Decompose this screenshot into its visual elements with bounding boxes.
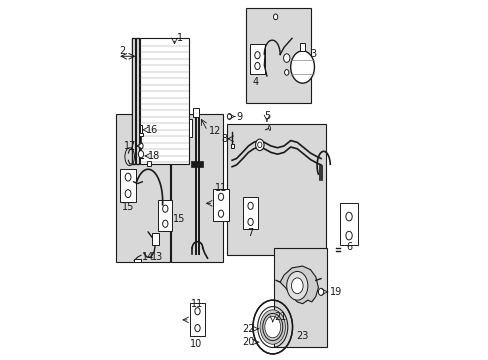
Circle shape — [273, 14, 277, 20]
Text: 11: 11 — [191, 299, 203, 309]
Text: 8: 8 — [221, 134, 227, 144]
Bar — [158, 201, 172, 231]
Bar — [188, 119, 192, 137]
Bar — [134, 258, 141, 262]
Circle shape — [227, 114, 231, 120]
Bar — [136, 39, 139, 164]
Text: 2: 2 — [119, 46, 125, 56]
Text: 15: 15 — [172, 215, 184, 224]
Text: 10: 10 — [189, 339, 202, 349]
Text: 5: 5 — [264, 111, 269, 121]
Text: 20: 20 — [242, 337, 254, 347]
Text: 16: 16 — [146, 125, 158, 135]
Circle shape — [290, 51, 314, 83]
Text: 4: 4 — [252, 77, 258, 87]
Bar — [140, 126, 142, 133]
Circle shape — [257, 142, 262, 148]
Text: 22: 22 — [241, 324, 254, 334]
Circle shape — [318, 288, 323, 296]
Bar — [171, 114, 222, 262]
Text: 21: 21 — [273, 312, 286, 322]
Circle shape — [284, 69, 288, 75]
Bar — [120, 168, 136, 202]
Bar — [189, 303, 205, 336]
Text: 19: 19 — [329, 287, 341, 297]
Text: 6: 6 — [346, 242, 351, 252]
Bar — [300, 43, 304, 51]
Bar — [273, 248, 326, 347]
Circle shape — [260, 310, 285, 344]
Text: 13: 13 — [151, 252, 163, 262]
Bar — [190, 161, 203, 167]
Text: 7: 7 — [247, 228, 253, 238]
Bar — [139, 133, 143, 136]
Circle shape — [286, 271, 307, 300]
Polygon shape — [280, 266, 318, 304]
Bar — [245, 8, 310, 103]
Bar — [151, 233, 159, 244]
Bar — [116, 114, 169, 262]
Bar — [146, 161, 150, 166]
Circle shape — [139, 143, 143, 149]
Text: 9: 9 — [236, 112, 242, 122]
Bar — [226, 125, 325, 255]
Text: 18: 18 — [147, 151, 160, 161]
Circle shape — [291, 278, 303, 294]
Bar — [249, 44, 264, 74]
Ellipse shape — [268, 126, 270, 130]
Bar — [230, 144, 234, 148]
Bar — [339, 203, 357, 244]
Bar — [193, 108, 199, 117]
Text: 3: 3 — [309, 49, 315, 59]
Bar — [213, 189, 228, 221]
Text: 12: 12 — [208, 126, 221, 136]
Bar — [140, 39, 189, 164]
Circle shape — [138, 150, 143, 158]
Bar — [243, 197, 258, 229]
Circle shape — [264, 316, 280, 338]
Text: 15: 15 — [122, 202, 134, 212]
Bar — [131, 39, 134, 164]
Text: 11: 11 — [215, 183, 227, 193]
Circle shape — [255, 139, 264, 150]
Text: 1: 1 — [177, 33, 183, 43]
Text: 14: 14 — [142, 252, 154, 262]
Text: 23: 23 — [295, 331, 307, 341]
Text: 17: 17 — [124, 141, 137, 151]
Circle shape — [283, 54, 289, 62]
